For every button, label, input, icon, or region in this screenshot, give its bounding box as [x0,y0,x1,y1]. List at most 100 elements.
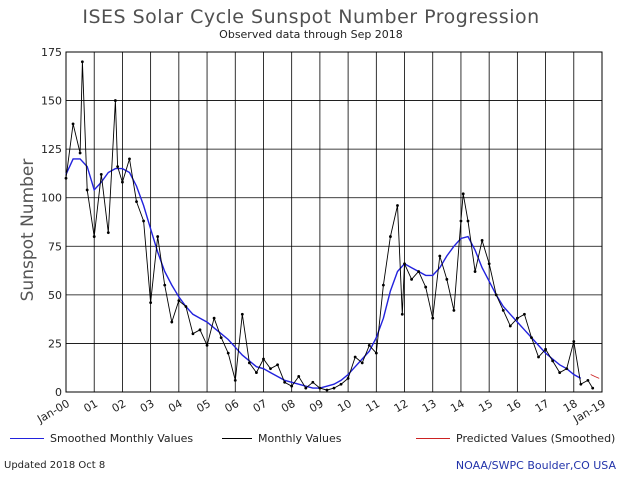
monthly-point [466,219,470,223]
chart-subtitle: Observed data through Sep 2018 [219,28,403,41]
legend-predicted-swatch [416,438,450,439]
monthly-point [374,351,378,355]
x-tick-label-2012: 12 [392,397,411,415]
monthly-point [473,270,477,273]
monthly-point [530,336,533,339]
axis-layer: 0 25 50 75 100 125 150 175 Jan-00 01 02 03 04 05 06 07 0… [34,46,608,426]
monthly-point [78,151,82,155]
y-tick-label-50: 50 [48,289,62,302]
monthly-point [297,375,301,378]
monthly-point [591,386,595,390]
monthly-point [452,309,456,312]
monthly-point [170,320,174,324]
monthly-point [156,235,160,238]
monthly-point [247,361,251,365]
y-tick-label-25: 25 [48,337,62,350]
monthly-point [64,176,68,180]
y-tick-label-150: 150 [41,95,62,108]
monthly-point [71,122,75,126]
x-tick-label-2014: 14 [448,397,467,415]
monthly-point [459,219,463,223]
legend-smoothed: Smoothed Monthly Values [10,432,193,445]
monthly-point [269,367,272,371]
monthly-point [113,99,117,102]
monthly-point [438,254,442,258]
monthly-point [346,377,350,380]
x-tick-label-2003: 03 [138,397,157,415]
legend-predicted-label: Predicted Values (Smoothed) [456,432,616,445]
series-line-predicted [590,374,600,379]
monthly-point [290,384,294,388]
monthly-point [135,200,138,204]
monthly-point [403,262,406,266]
monthly-point [121,180,124,184]
grid-layer [65,51,603,393]
monthly-point [544,347,547,351]
monthly-point [360,361,364,365]
monthly-point [318,386,322,390]
monthly-point [177,299,181,303]
x-tick-label-2018: 18 [561,397,580,415]
legend-predicted: Predicted Values (Smoothed) [416,432,615,445]
x-tick-label-2019: Jan-19 [570,397,608,426]
monthly-point [487,262,491,266]
monthly-point [367,343,371,347]
source-credit: NOAA/SWPC Boulder,CO USA [455,459,616,472]
x-tick-label-2006: 06 [223,397,242,415]
monthly-point [184,305,188,308]
plot-frame [65,51,603,393]
monthly-point [586,378,590,382]
updated-date: Updated 2018 Oct 8 [4,460,106,471]
monthly-point [400,312,404,316]
monthly-point [494,293,498,297]
chart-title: ISES Solar Cycle Sunspot Number Progress… [82,6,540,28]
monthly-point [417,270,421,273]
monthly-point [142,219,145,223]
x-tick-label-2017: 17 [533,397,552,415]
monthly-point [389,235,392,238]
monthly-point [163,283,167,287]
x-tick-label-2008: 08 [279,397,298,415]
y-tick-label-125: 125 [41,143,62,156]
legend-monthly: Monthly Values [222,432,341,445]
sunspot-chart: 0 25 50 75 100 125 150 175 Jan-00 01 02 03 04 05 06 07 0… [34,46,608,426]
monthly-point [106,231,110,235]
x-tick-label-2007: 07 [251,397,270,415]
monthly-point [149,301,153,305]
legend-monthly-swatch [222,438,252,439]
y-tick-label-100: 100 [41,192,62,205]
monthly-point [537,355,540,359]
legend-smoothed-swatch [10,438,44,439]
series-line-smoothed [65,158,582,389]
monthly-point [410,277,413,281]
monthly-point [579,382,583,386]
monthly-point [99,173,103,176]
monthly-point [501,309,505,312]
monthly-point [325,388,329,392]
monthly-point [396,204,399,207]
x-tick-label-2013: 13 [420,397,439,415]
monthly-point [572,340,576,343]
monthly-point [551,359,555,363]
monthly-point [219,336,223,339]
monthly-point [353,355,357,359]
monthly-point [283,380,287,384]
x-tick-label-2002: 02 [110,397,129,415]
monthly-point [205,343,209,347]
x-tick-label-2011: 11 [364,397,383,415]
monthly-point [304,386,308,390]
x-tick-label-2005: 05 [194,397,213,415]
monthly-point [191,332,195,336]
x-tick-label-2004: 04 [166,397,185,415]
x-tick-label-2016: 16 [505,397,524,415]
monthly-point [515,316,519,320]
legend-monthly-label: Monthly Values [258,432,342,445]
monthly-point [212,316,216,320]
monthly-point [255,371,258,374]
monthly-point [565,367,569,371]
monthly-point [480,239,484,242]
x-tick-label-2009: 09 [307,397,326,415]
legend-smoothed-label: Smoothed Monthly Values [50,432,194,445]
monthly-point [233,378,237,382]
monthly-point [339,382,343,386]
